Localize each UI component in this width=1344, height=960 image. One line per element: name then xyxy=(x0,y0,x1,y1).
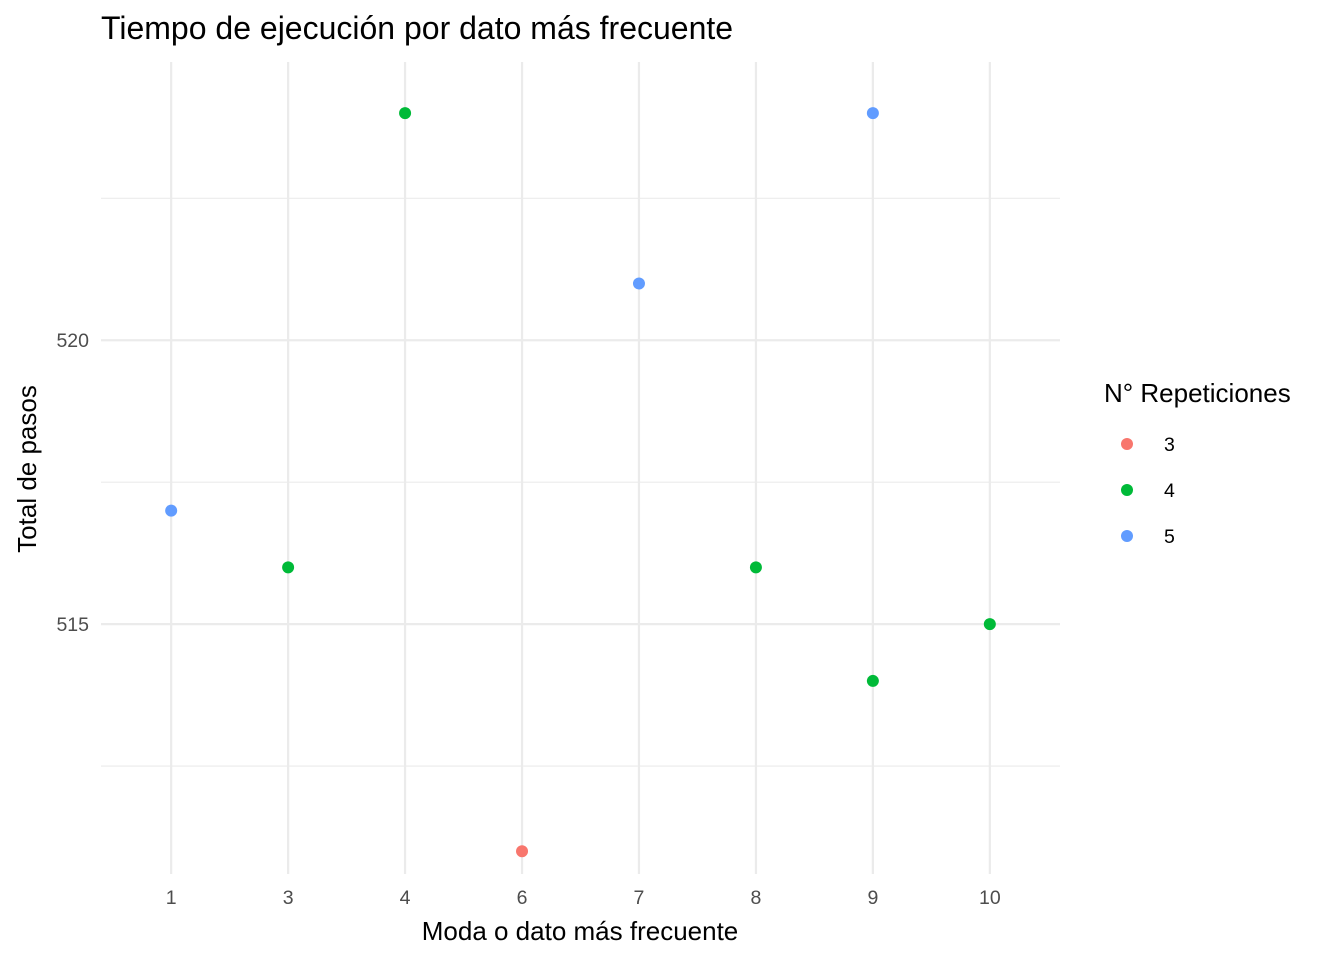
y-axis-title: Total de pasos xyxy=(12,385,42,553)
legend-title: N° Repeticiones xyxy=(1104,378,1291,408)
x-tick-label: 8 xyxy=(750,887,761,909)
data-point xyxy=(866,674,879,687)
legend-label-4: 4 xyxy=(1164,480,1175,502)
legend-label-3: 3 xyxy=(1164,434,1175,456)
x-tick-label: 10 xyxy=(979,887,1001,909)
data-point xyxy=(399,107,412,120)
data-point xyxy=(749,561,762,574)
x-tick-label: 7 xyxy=(634,887,645,909)
data-points xyxy=(165,107,996,858)
data-point xyxy=(165,504,178,517)
x-axis-title: Moda o dato más frecuente xyxy=(422,916,739,946)
x-tick-label: 9 xyxy=(867,887,878,909)
legend-entries: 3 4 5 xyxy=(1121,434,1175,548)
legend-key-4 xyxy=(1121,484,1133,496)
x-tick-label: 4 xyxy=(400,887,411,909)
x-tick-label: 6 xyxy=(517,887,528,909)
y-tick-label: 515 xyxy=(56,614,89,636)
data-point xyxy=(282,561,295,574)
data-point xyxy=(632,277,645,290)
x-tick-label: 1 xyxy=(166,887,177,909)
chart-title: Tiempo de ejecución por dato más frecuen… xyxy=(101,10,733,46)
legend: N° Repeticiones 3 4 5 xyxy=(1104,378,1291,548)
legend-key-5 xyxy=(1121,530,1133,542)
x-tick-label: 3 xyxy=(283,887,294,909)
x-axis-tick-labels: 1 3 4 6 7 8 9 10 xyxy=(166,887,1001,909)
data-point xyxy=(983,618,996,631)
data-point xyxy=(866,107,879,120)
legend-label-5: 5 xyxy=(1164,526,1175,548)
y-tick-label: 520 xyxy=(56,330,89,352)
grid-lines xyxy=(101,62,1060,874)
y-axis-tick-labels: 515 520 xyxy=(56,330,89,636)
legend-key-3 xyxy=(1121,438,1133,450)
data-point xyxy=(516,845,529,858)
